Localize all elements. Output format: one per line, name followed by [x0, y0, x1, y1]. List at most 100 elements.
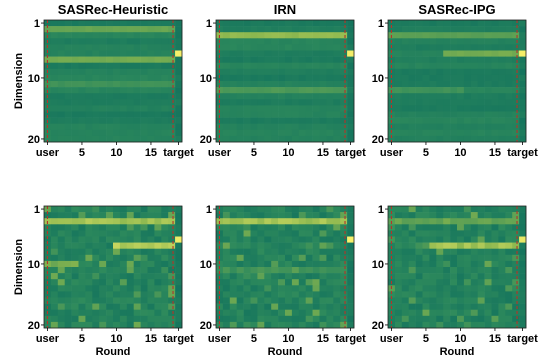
- heatmap-cell: [229, 267, 237, 274]
- heatmap-cell: [161, 236, 169, 243]
- heatmap-cell: [243, 212, 251, 219]
- heatmap-cell: [415, 218, 423, 225]
- heatmap-cell: [484, 44, 492, 51]
- heatmap-cell: [236, 20, 244, 27]
- heatmap-cell: [154, 254, 162, 262]
- heatmap-cell: [470, 117, 478, 124]
- y-tick-label: 1: [206, 18, 212, 30]
- heatmap-cell: [477, 303, 485, 310]
- heatmap-cell: [99, 123, 107, 131]
- heatmap-cell: [401, 93, 409, 100]
- heatmap-cell: [394, 38, 403, 45]
- heatmap-cell: [505, 248, 513, 256]
- heatmap-cell: [512, 87, 520, 94]
- heatmap-cell: [140, 62, 148, 70]
- heatmap-cell: [326, 26, 334, 33]
- heatmap-cell: [326, 297, 334, 304]
- heatmap-cell: [92, 242, 100, 249]
- heatmap-cell: [216, 20, 224, 27]
- heatmap-cell: [236, 50, 244, 57]
- heatmap-cell: [484, 123, 492, 131]
- heatmap-cell: [271, 50, 279, 57]
- heatmap-cell: [470, 212, 478, 219]
- heatmap-cell: [250, 309, 258, 317]
- heatmap-cell: [106, 297, 114, 304]
- heatmap-cell: [119, 236, 128, 243]
- heatmap-cell: [408, 20, 416, 27]
- heatmap-cell: [175, 111, 183, 118]
- heatmap-cell: [168, 62, 176, 70]
- heatmap-cell: [429, 224, 437, 231]
- heatmap-cell: [85, 212, 93, 219]
- heatmap-cell: [106, 260, 114, 268]
- heatmap-cell: [512, 212, 520, 219]
- heatmap-cell: [168, 285, 176, 292]
- heatmap-cell: [264, 285, 272, 292]
- heatmap-cell: [78, 81, 86, 88]
- heatmap-cell: [505, 56, 513, 63]
- heatmap-cell: [119, 123, 128, 131]
- heatmap-cell: [312, 44, 320, 51]
- heatmap-cell: [229, 129, 237, 137]
- heatmap-cell: [278, 260, 286, 268]
- heatmap-cell: [477, 291, 485, 298]
- heatmap-cell: [64, 248, 72, 256]
- heatmap-cell: [470, 56, 478, 63]
- heatmap-cell: [319, 50, 327, 57]
- heatmap-cell: [291, 38, 300, 45]
- heatmap-cell: [512, 242, 520, 249]
- heatmap-cell: [257, 236, 265, 243]
- heatmap-cell: [175, 105, 183, 112]
- heatmap-cell: [92, 267, 100, 274]
- heatmap-cell: [64, 32, 72, 39]
- heatmap-cell: [498, 111, 506, 118]
- heatmap-cell: [133, 99, 141, 106]
- heatmap-cell: [216, 135, 224, 143]
- heatmap-cell: [512, 81, 520, 88]
- heatmap-cell: [512, 111, 520, 118]
- heatmap-cell: [285, 111, 293, 118]
- heatmap-cell: [326, 291, 334, 298]
- heatmap-cell: [229, 279, 237, 286]
- heatmap-cell: [119, 315, 128, 323]
- heatmap-cell: [78, 248, 86, 256]
- heatmap-cell: [333, 303, 341, 310]
- heatmap-cell: [257, 267, 265, 274]
- heatmap-cell: [340, 321, 348, 329]
- heatmap-cell: [285, 321, 293, 329]
- heatmap-cell: [126, 291, 134, 298]
- heatmap-cell: [216, 50, 224, 57]
- heatmap-cell: [477, 44, 485, 51]
- heatmap-cell: [133, 44, 141, 51]
- heatmap-cell: [319, 206, 327, 213]
- heatmap-cell: [154, 135, 162, 143]
- heatmap-cell: [408, 224, 416, 231]
- heatmap-cell: [415, 242, 423, 249]
- heatmap-cell: [312, 32, 320, 39]
- heatmap-cell: [319, 236, 327, 243]
- heatmap-cell: [161, 62, 169, 70]
- heatmap-cell: [450, 56, 458, 63]
- heatmap-cell: [236, 38, 244, 45]
- heatmap-cell: [401, 44, 409, 51]
- y-tick-label: 20: [372, 320, 384, 332]
- heatmap-cell: [415, 74, 423, 82]
- heatmap-cell: [161, 135, 169, 143]
- heatmap-cell: [133, 285, 141, 292]
- heatmap-cell: [44, 105, 52, 112]
- heatmap-cell: [340, 242, 348, 249]
- heatmap-cell: [92, 44, 100, 51]
- heatmap-cell: [491, 74, 499, 82]
- heatmap-cell: [498, 248, 506, 256]
- heatmap-cell: [126, 62, 134, 70]
- heatmap-cell: [71, 111, 79, 118]
- heatmap-cell: [401, 50, 409, 57]
- heatmap-cell: [491, 285, 499, 292]
- heatmap-cell: [229, 105, 237, 112]
- heatmap-cell: [498, 68, 506, 76]
- heatmap-cell: [450, 206, 458, 213]
- heatmap-cell: [257, 68, 265, 76]
- heatmap-cell: [463, 242, 472, 249]
- heatmap-cell: [78, 111, 86, 118]
